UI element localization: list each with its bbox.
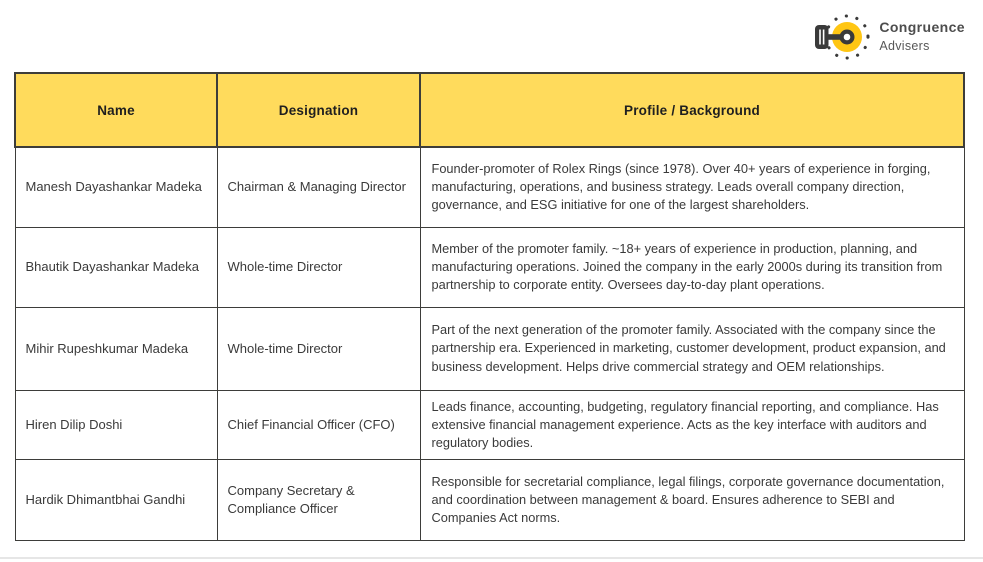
profile-cell: Leads finance, accounting, budgeting, re… <box>419 389 965 460</box>
profile-cell: Part of the next generation of the promo… <box>419 306 965 391</box>
table-row: Hardik Dhimantbhai Gandhi Company Secret… <box>14 458 965 541</box>
management-table: Name Designation Profile / Background Ma… <box>14 72 965 541</box>
table-row: Bhautik Dayashankar Madeka Whole-time Di… <box>14 226 965 308</box>
logo-text: Congruence Advisers <box>879 19 965 54</box>
designation-cell: Company Secretary & Compliance Officer <box>216 458 421 541</box>
designation-cell: Whole-time Director <box>216 226 421 308</box>
column-header-profile: Profile / Background <box>419 72 965 148</box>
column-header-designation: Designation <box>216 72 421 148</box>
logo-name: Congruence <box>879 19 965 36</box>
table-row: Mihir Rupeshkumar Madeka Whole-time Dire… <box>14 306 965 391</box>
name-cell: Hiren Dilip Doshi <box>14 389 218 460</box>
name-cell: Bhautik Dayashankar Madeka <box>14 226 218 308</box>
logo: Congruence Advisers <box>812 10 965 64</box>
designation-cell: Whole-time Director <box>216 306 421 391</box>
page-bottom-divider <box>0 557 983 559</box>
profile-cell: Founder-promoter of Rolex Rings (since 1… <box>419 146 965 228</box>
logo-subname: Advisers <box>879 38 930 53</box>
table-row: Manesh Dayashankar Madeka Chairman & Man… <box>14 146 965 228</box>
name-cell: Mihir Rupeshkumar Madeka <box>14 306 218 391</box>
profile-cell: Member of the promoter family. ~18+ year… <box>419 226 965 308</box>
name-cell: Manesh Dayashankar Madeka <box>14 146 218 228</box>
designation-cell: Chairman & Managing Director <box>216 146 421 228</box>
profile-cell: Responsible for secretarial compliance, … <box>419 458 965 541</box>
key-icon <box>812 10 870 64</box>
column-header-name: Name <box>14 72 218 148</box>
table-row: Hiren Dilip Doshi Chief Financial Office… <box>14 389 965 460</box>
name-cell: Hardik Dhimantbhai Gandhi <box>14 458 218 541</box>
header-row: Name Designation Profile / Background <box>14 72 965 148</box>
designation-cell: Chief Financial Officer (CFO) <box>216 389 421 460</box>
